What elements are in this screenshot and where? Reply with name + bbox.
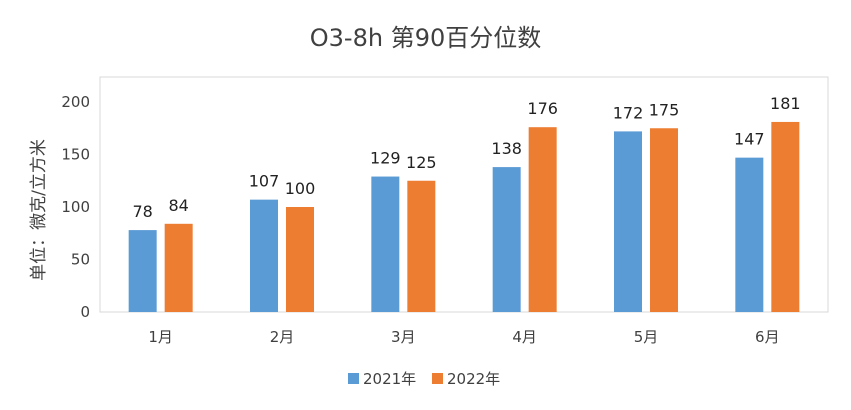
bar-2022年-5月 <box>650 128 678 312</box>
y-axis-ticks: 0 50 100 150 200 <box>61 93 90 321</box>
bar-2022年-4月 <box>528 127 557 312</box>
bar-2022年-2月 <box>286 207 314 312</box>
x-tick-label: 5月 <box>634 328 659 346</box>
data-label: 147 <box>734 130 765 149</box>
y-tick-label: 50 <box>71 251 90 269</box>
data-label: 175 <box>649 100 680 119</box>
bar-2022年-1月 <box>164 223 193 312</box>
data-label: 100 <box>285 179 316 198</box>
legend-label: 2022年 <box>447 370 500 388</box>
chart-title: O3-8h 第90百分位数 <box>309 24 542 52</box>
y-axis-title: 单位：微克/立方米 <box>29 139 49 281</box>
data-label: 129 <box>370 149 401 168</box>
plot-area-frame <box>99 76 829 313</box>
y-tick-label: 150 <box>61 146 90 164</box>
legend: 2021年 2022年 <box>348 370 500 388</box>
bar-2021年-5月 <box>614 131 642 312</box>
bar-2021年-6月 <box>735 157 764 312</box>
bar-2022年-3月 <box>407 180 436 312</box>
x-tick-label: 2月 <box>270 328 295 346</box>
data-label: 107 <box>249 172 280 191</box>
bars <box>128 121 800 312</box>
data-label: 176 <box>527 99 558 118</box>
legend-swatch <box>348 373 359 384</box>
bar-2021年-2月 <box>250 199 278 312</box>
data-label: 138 <box>491 139 522 158</box>
x-tick-label: 4月 <box>512 328 537 346</box>
bar-2022年-6月 <box>771 121 800 312</box>
legend-label: 2021年 <box>363 370 416 388</box>
data-label: 181 <box>770 94 801 113</box>
y-tick-label: 0 <box>80 303 90 321</box>
bar-2021年-4月 <box>492 167 521 312</box>
x-tick-label: 3月 <box>391 328 416 346</box>
y-tick-label: 100 <box>61 198 90 216</box>
data-labels: 78 84 107 100 129 125 138 176 172 175 147 181 <box>132 94 800 221</box>
bar-2021年-1月 <box>128 230 157 312</box>
x-axis-ticks: 1月 2月 3月 4月 5月 6月 <box>148 328 779 346</box>
data-label: 125 <box>406 153 437 172</box>
data-label: 84 <box>168 196 188 215</box>
data-label: 78 <box>132 202 152 221</box>
data-label: 172 <box>613 103 644 122</box>
bar-2021年-3月 <box>371 176 400 312</box>
y-tick-label: 200 <box>61 93 90 111</box>
legend-swatch <box>432 373 443 384</box>
x-tick-label: 6月 <box>755 328 780 346</box>
x-tick-label: 1月 <box>148 328 173 346</box>
